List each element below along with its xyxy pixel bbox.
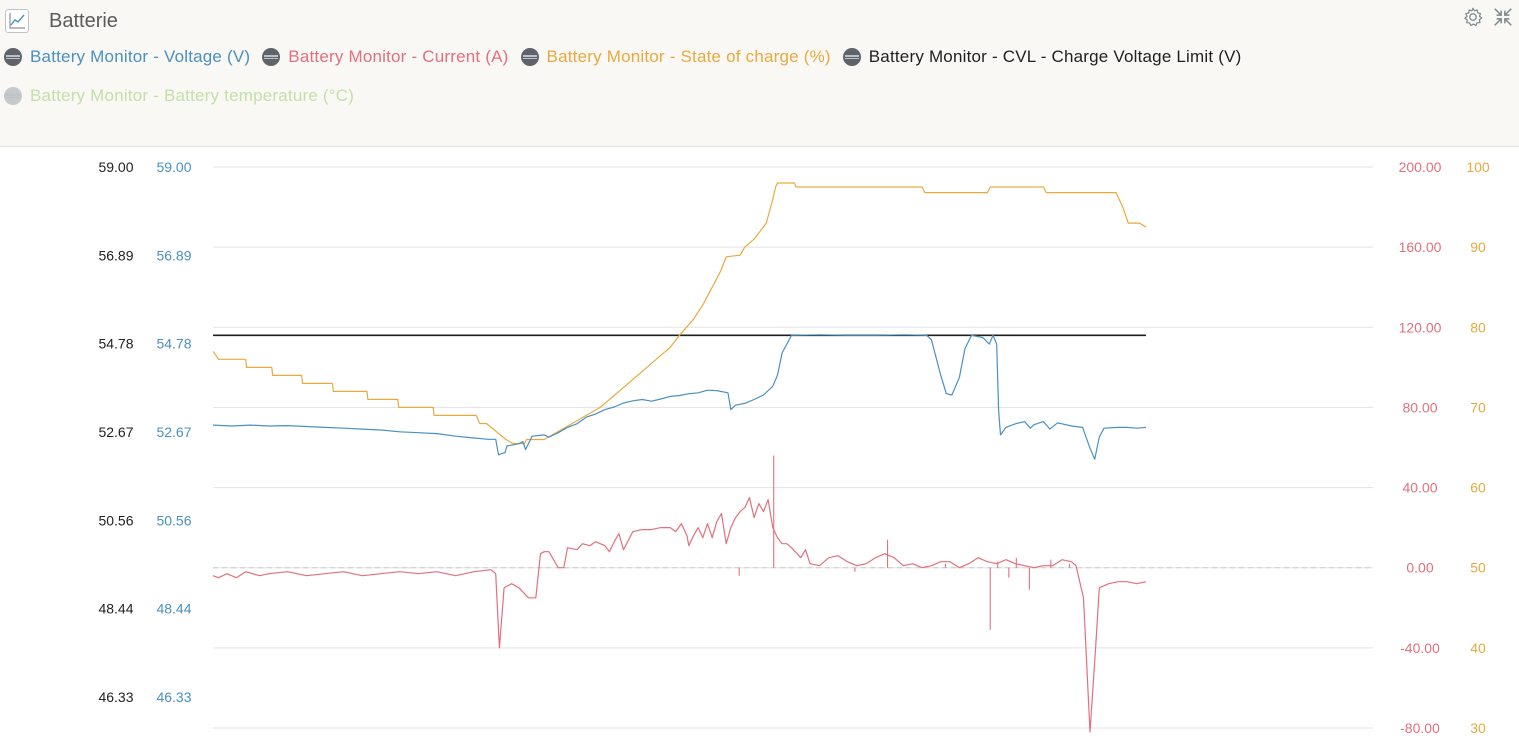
legend-label: Battery Monitor - State of charge (%) <box>546 47 831 66</box>
y-axis-tick-label-current: 80.00 <box>1402 399 1437 415</box>
y-axis-tick-label-left-outer: 46.33 <box>98 689 133 705</box>
y-axis-tick-label-left-outer: 50.56 <box>98 512 133 528</box>
y-axis-tick-label-soc: 30 <box>1470 720 1486 736</box>
y-axis-tick-label-voltage: 48.44 <box>156 601 191 617</box>
legend-item-state-of-charge[interactable]: Battery Monitor - State of charge (%) <box>520 47 831 67</box>
y-axis-tick-label-left-outer: 54.78 <box>98 336 133 352</box>
chart-icon <box>5 9 29 33</box>
y-axis-tick-label-voltage: 46.33 <box>156 689 191 705</box>
legend-row: Battery Monitor - Voltage (V) Battery Mo… <box>4 44 1484 70</box>
y-axis-tick-label-voltage: 52.67 <box>156 424 191 440</box>
series-line-1 <box>212 182 1147 445</box>
line-chart: 59.00 56.89 54.78 52.67 50.56 48.44 46.33 59.00… <box>98 159 1490 736</box>
series-toggle-icon <box>262 48 281 66</box>
series-toggle-icon <box>4 48 22 66</box>
y-axis-tick-label-soc: 40 <box>1470 640 1486 656</box>
y-axis-tick-label-left-outer: 52.67 <box>98 424 133 440</box>
y-axis-tick-label-soc: 70 <box>1470 399 1486 415</box>
y-axis-tick-label-voltage: 56.89 <box>156 247 191 263</box>
y-axis-tick-label-soc: 100 <box>1466 159 1490 175</box>
title-row: Batterie <box>5 7 118 35</box>
series-toggle-icon <box>842 48 861 66</box>
widget-header: Batterie Battery Monitor - Voltage (V) B… <box>0 0 1519 147</box>
y-axis-tick-label-left-outer: 56.89 <box>98 247 133 263</box>
series-toggle-icon <box>4 87 22 105</box>
legend-row: Battery Monitor - Battery temperature (°… <box>4 83 1484 109</box>
series-toggle-icon <box>520 48 539 66</box>
legend-label: Battery Monitor - Battery temperature (°… <box>30 86 355 105</box>
series-line-3 <box>212 497 1147 733</box>
y-axis-tick-label-soc: 90 <box>1470 239 1486 255</box>
chart-legend: Battery Monitor - Voltage (V) Battery Mo… <box>4 44 1484 122</box>
y-axis-tick-label-current: 40.00 <box>1402 480 1437 496</box>
legend-label: Battery Monitor - CVL - Charge Voltage L… <box>868 47 1242 66</box>
y-axis-tick-label-current: 120.00 <box>1399 319 1442 335</box>
y-axis-tick-label-soc: 50 <box>1470 560 1486 576</box>
legend-item-temperature[interactable]: Battery Monitor - Battery temperature (°… <box>4 86 354 106</box>
widget-tools <box>1462 6 1514 28</box>
collapse-icon[interactable] <box>1492 6 1514 28</box>
y-axis-tick-label-voltage: 50.56 <box>156 512 191 528</box>
y-axis-tick-label-left-outer: 48.44 <box>98 601 133 617</box>
y-axis-tick-label-current: 0.00 <box>1406 560 1433 576</box>
legend-label: Battery Monitor - Voltage (V) <box>30 47 251 66</box>
legend-item-voltage[interactable]: Battery Monitor - Voltage (V) <box>4 47 250 67</box>
y-axis-tick-label-soc: 80 <box>1470 319 1486 335</box>
legend-item-cvl[interactable]: Battery Monitor - CVL - Charge Voltage L… <box>842 47 1242 67</box>
widget-title: Batterie <box>49 9 118 32</box>
series-line-2 <box>212 334 1147 460</box>
y-axis-tick-label-voltage: 54.78 <box>156 336 191 352</box>
y-axis-tick-label-left-outer: 59.00 <box>98 159 133 175</box>
legend-label: Battery Monitor - Current (A) <box>288 47 509 66</box>
y-axis-tick-label-current: 200.00 <box>1399 159 1442 175</box>
y-axis-tick-label-soc: 60 <box>1470 480 1486 496</box>
y-axis-tick-label-current: 160.00 <box>1399 239 1442 255</box>
y-axis-tick-label-current: -40.00 <box>1400 640 1440 656</box>
gear-icon[interactable] <box>1462 6 1484 28</box>
y-axis-tick-label-current: -80.00 <box>1400 720 1440 736</box>
y-axis-tick-label-voltage: 59.00 <box>156 159 191 175</box>
legend-item-current[interactable]: Battery Monitor - Current (A) <box>262 47 508 67</box>
